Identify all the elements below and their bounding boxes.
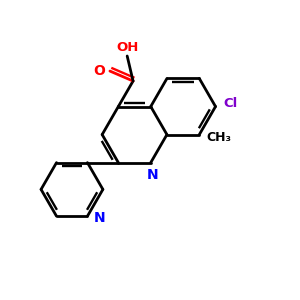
Text: N: N [93, 211, 105, 225]
Text: CH₃: CH₃ [207, 131, 232, 144]
Text: OH: OH [116, 40, 138, 54]
Text: Cl: Cl [223, 97, 237, 110]
Text: O: O [94, 64, 106, 78]
Text: N: N [146, 168, 158, 182]
